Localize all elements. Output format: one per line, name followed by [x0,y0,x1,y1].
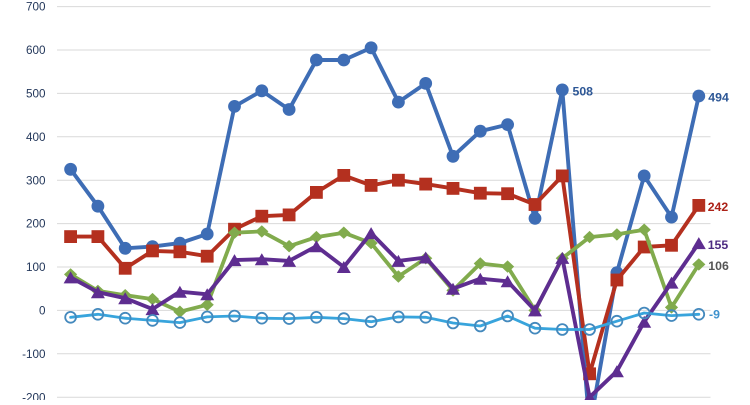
svg-text:600: 600 [26,44,46,57]
svg-text:500: 500 [26,88,46,101]
svg-text:700: 700 [26,1,46,14]
svg-text:155: 155 [708,238,729,252]
svg-text:400: 400 [26,131,46,144]
svg-text:-200: -200 [22,391,46,400]
svg-text:494: 494 [708,91,729,105]
svg-text:200: 200 [26,218,46,231]
svg-text:300: 300 [26,174,46,187]
svg-text:106: 106 [708,259,729,273]
svg-text:100: 100 [26,261,46,274]
svg-text:-100: -100 [22,348,46,361]
svg-text:0: 0 [39,305,46,318]
svg-text:-9: -9 [709,308,720,322]
svg-text:242: 242 [708,200,729,214]
svg-text:508: 508 [573,85,594,99]
